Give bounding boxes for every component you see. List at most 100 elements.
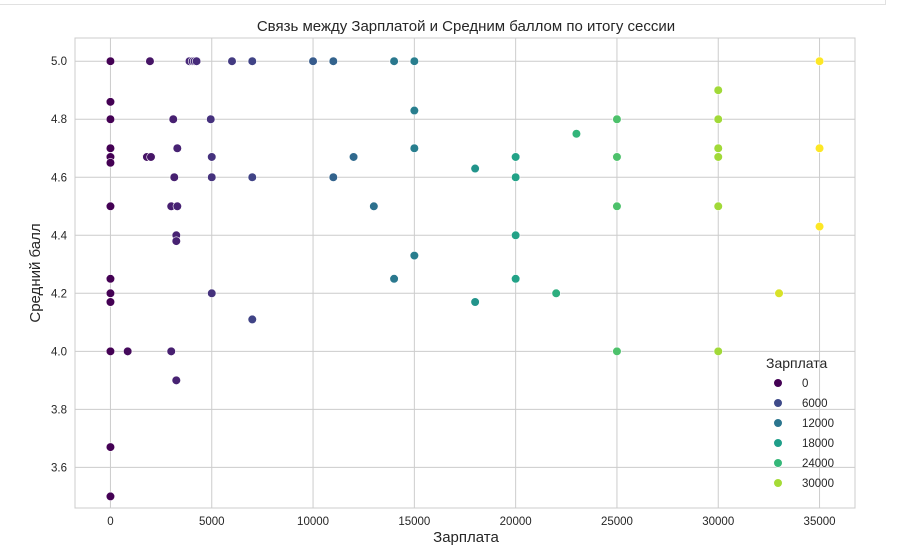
data-point [227, 56, 237, 66]
data-point [470, 163, 480, 174]
data-point [247, 314, 257, 325]
x-tick-label: 20000 [500, 516, 532, 528]
data-point [207, 172, 217, 182]
data-point [511, 274, 521, 284]
legend: Зарплата 0 6000 12000 18000 24000 30000 [766, 355, 834, 490]
x-axis-label: Зарплата [433, 529, 499, 546]
data-point [713, 346, 723, 356]
data-point [612, 114, 622, 124]
y-tick-label: 4.2 [51, 288, 67, 300]
data-point [713, 85, 723, 95]
data-point [612, 152, 622, 162]
y-tick-label: 4.8 [51, 114, 67, 126]
legend-label: 24000 [802, 458, 834, 470]
data-point [206, 114, 216, 124]
data-point [348, 152, 359, 162]
data-point [409, 250, 419, 261]
data-point [247, 172, 257, 182]
legend-label: 18000 [802, 438, 834, 450]
legend-marker [773, 378, 783, 388]
data-point [105, 97, 116, 107]
data-point [105, 288, 116, 298]
data-point [713, 152, 723, 162]
x-tick-label: 15000 [398, 516, 430, 528]
data-point [369, 201, 379, 211]
plot-frame [74, 37, 856, 509]
data-point [105, 143, 116, 153]
x-tick-label: 0 [107, 516, 113, 528]
data-point [511, 230, 521, 240]
data-point [511, 152, 521, 162]
data-point [171, 236, 181, 246]
data-point [168, 114, 178, 124]
y-tick-label: 5.0 [51, 56, 67, 68]
x-tick-label: 25000 [601, 516, 633, 528]
legend-label: 30000 [802, 478, 834, 490]
data-point [713, 114, 723, 124]
x-tick-label: 30000 [702, 516, 734, 528]
data-point [774, 288, 784, 298]
legend-label: 6000 [802, 398, 828, 410]
window-top-edge [0, 0, 886, 5]
data-point [169, 172, 179, 182]
data-point [713, 201, 723, 211]
y-tick-label: 4.4 [51, 230, 68, 242]
data-point [814, 143, 825, 153]
data-point [146, 152, 156, 162]
data-point [328, 172, 338, 182]
x-tick-label: 35000 [804, 516, 836, 528]
y-tick-label: 3.6 [51, 462, 67, 474]
data-point [171, 375, 181, 385]
data-point [105, 274, 116, 284]
x-tick-label: 10000 [297, 516, 329, 528]
legend-marker [773, 438, 783, 448]
data-point [409, 56, 419, 66]
data-point [389, 56, 399, 66]
data-point [247, 56, 257, 66]
data-point [389, 274, 399, 284]
data-point [814, 56, 825, 66]
y-tick-labels: 3.6 3.8 4.0 4.2 4.4 4.6 4.8 5.0 [51, 56, 68, 474]
y-tick-label: 4.6 [51, 172, 67, 184]
data-points [105, 56, 825, 501]
x-tick-labels: 0 5000 10000 15000 20000 25000 30000 35000 [107, 516, 835, 528]
data-point [470, 297, 480, 307]
data-point [172, 201, 182, 211]
data-point [551, 288, 561, 298]
grid-lines [75, 38, 855, 508]
data-point [511, 172, 521, 182]
data-point [123, 346, 133, 356]
data-point [105, 56, 116, 66]
data-point [612, 201, 622, 211]
data-point [308, 56, 318, 66]
data-point [191, 56, 202, 66]
data-point [207, 288, 217, 298]
data-point [409, 143, 419, 153]
legend-label: 0 [802, 378, 808, 390]
legend-marker [773, 418, 783, 428]
legend-title: Зарплата [766, 355, 828, 371]
x-tick-label: 5000 [199, 516, 225, 528]
chart-title: Связь между Зарплатой и Средним баллом п… [257, 18, 675, 35]
data-point [145, 56, 155, 66]
legend-marker [773, 458, 783, 468]
data-point [105, 114, 116, 124]
data-point [814, 221, 825, 232]
legend-label: 12000 [802, 418, 834, 430]
data-point [105, 442, 116, 452]
data-point [328, 56, 338, 66]
data-point [207, 152, 217, 162]
data-point [713, 143, 723, 153]
data-point [105, 491, 116, 501]
data-point [105, 201, 116, 211]
data-point [612, 346, 622, 356]
data-point [105, 346, 116, 356]
y-tick-label: 4.0 [51, 346, 67, 358]
data-point [172, 143, 182, 153]
y-tick-label: 3.8 [51, 404, 67, 416]
data-point [105, 297, 116, 307]
plot-area [75, 38, 855, 508]
y-axis-label: Средний балл [27, 223, 44, 322]
data-point [105, 158, 116, 168]
